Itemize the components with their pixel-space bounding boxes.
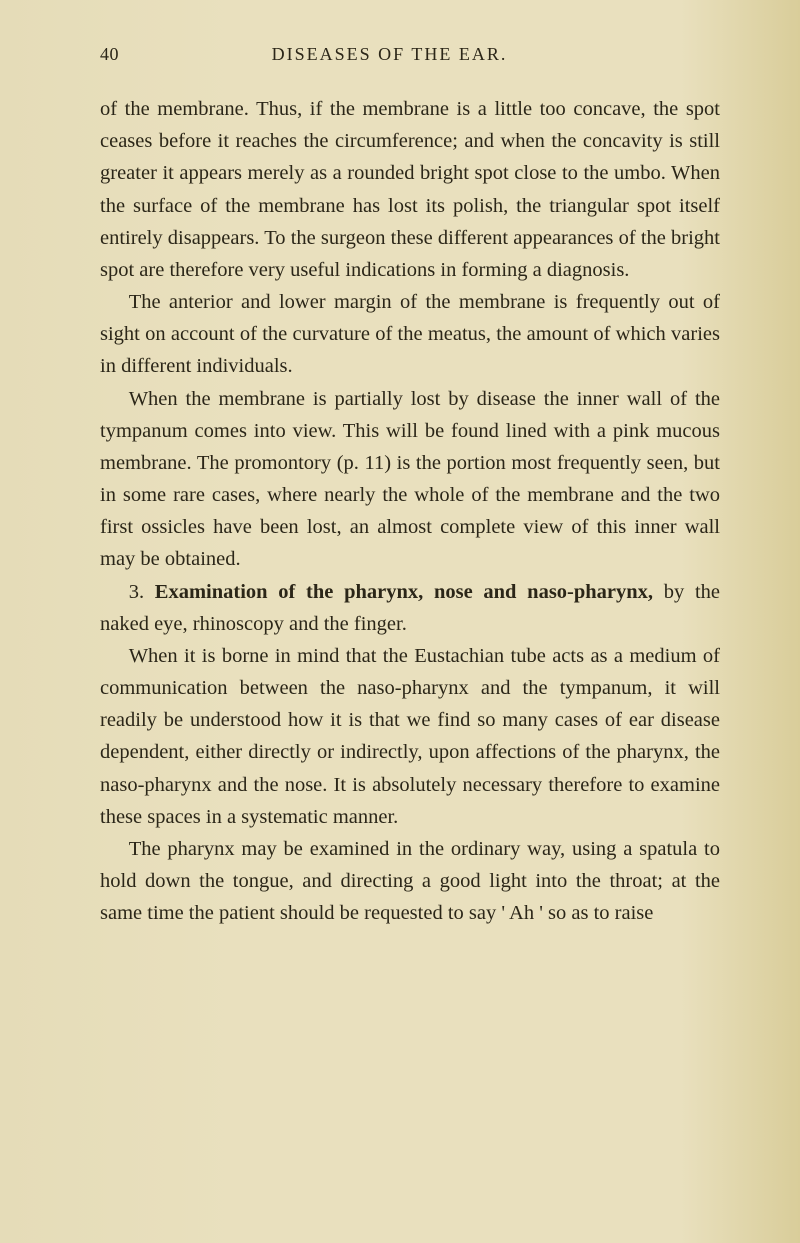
paragraph-4: 3. Examination of the pharynx, nose and … — [100, 576, 720, 640]
running-title: DISEASES OF THE EAR. — [89, 44, 690, 65]
section-number: 3. — [129, 581, 155, 603]
paragraph-6: The pharynx may be examined in the ordin… — [100, 833, 720, 930]
section-heading-bold: Examination of the pharynx, nose and nas… — [155, 581, 653, 603]
body-text: of the membrane. Thus, if the membrane i… — [100, 93, 720, 929]
page: 40 DISEASES OF THE EAR. of the membrane.… — [0, 0, 800, 1243]
paragraph-2: The anterior and lower margin of the mem… — [100, 286, 720, 383]
paragraph-3: When the membrane is partially lost by d… — [100, 383, 720, 576]
paragraph-5: When it is borne in mind that the Eustac… — [100, 640, 720, 833]
page-header: 40 DISEASES OF THE EAR. — [100, 44, 720, 65]
paragraph-1: of the membrane. Thus, if the membrane i… — [100, 93, 720, 286]
